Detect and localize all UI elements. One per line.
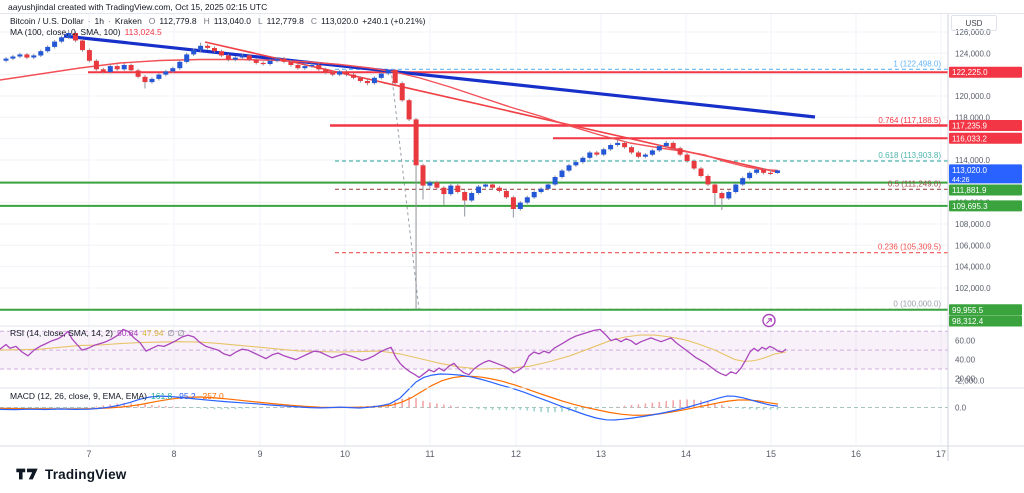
svg-text:0.236 (105,309.5): 0.236 (105,309.5) [878,243,941,252]
svg-text:10: 10 [340,449,350,459]
rsi-legend[interactable]: RSI (14, close, SMA, 14, 2) 50.84 47.94 … [10,328,185,339]
rsi-band [0,330,948,370]
svg-text:118,000.0: 118,000.0 [955,113,991,122]
rsi-value: 50.84 [116,328,139,338]
price-scale-currency[interactable]: USD [951,15,997,31]
svg-text:17: 17 [936,449,946,459]
horizontal-level-lines[interactable] [0,71,948,311]
interval-label: 1h [94,16,105,26]
ma-label: MA (100, close, 0, SMA, 100) [10,27,121,37]
rsi-sma-value: 47.94 [142,328,164,338]
ma-legend[interactable]: MA (100, close, 0, SMA, 100) 113,024.5 [10,27,162,37]
macd-signal-value: -257.0 [199,391,224,401]
svg-text:7: 7 [86,449,91,459]
svg-text:120,000.0: 120,000.0 [955,92,991,101]
svg-text:40.00: 40.00 [955,356,976,365]
svg-text:0.618 (113,903.8): 0.618 (113,903.8) [878,151,941,160]
macd-label: MACD (12, 26, close, 9, EMA, EMA) [10,391,147,401]
symbol-name: Bitcoin / U.S. Dollar [10,16,84,26]
svg-text:0.0: 0.0 [955,404,967,413]
high-value: 113,040.0 [213,16,251,26]
svg-text:15: 15 [766,449,776,459]
macd-series [0,373,948,421]
svg-text:104,000.0: 104,000.0 [955,263,991,272]
svg-text:109,695.3: 109,695.3 [952,202,988,211]
svg-text:0 (100,000.0): 0 (100,000.0) [893,299,941,308]
svg-text:8: 8 [171,449,176,459]
tradingview-logo-icon [16,466,38,482]
svg-text:122,225.0: 122,225.0 [952,68,988,77]
low-value: 112,779.8 [266,16,304,26]
svg-text:114,000.0: 114,000.0 [955,156,991,165]
attribution-text: aayushjindal created with TradingView.co… [8,2,268,12]
rsi-empty-values: ∅ ∅ [167,328,185,338]
brand-text: TradingView [45,466,127,482]
legend-separator: · [87,16,91,26]
price-scale[interactable]: 126,000.0 124,000.0 120,000.0 118,000.0 114,… [955,28,991,413]
macd-legend[interactable]: MACD (12, 26, close, 9, EMA, EMA) 161.8 … [10,391,224,401]
macd-line-value: -95.2 [176,391,196,401]
open-letter: O [148,16,156,26]
svg-text:124,000.0: 124,000.0 [955,49,991,58]
time-axis[interactable]: 7 8 9 10 11 12 13 14 15 16 17 [86,449,946,459]
symbol-legend[interactable]: Bitcoin / U.S. Dollar · 1h · Kraken O 112… [10,16,426,26]
svg-text:9: 9 [257,449,262,459]
fib-retracement-levels[interactable] [335,68,948,310]
major-blue-trendline[interactable] [63,34,816,119]
candles-layer [3,29,780,310]
ma-100-line [0,58,779,172]
pane-marker-icon[interactable] [762,313,776,328]
close-letter: C [310,16,317,26]
tradingview-brand[interactable]: TradingView [16,466,126,482]
svg-text:0.764 (117,188.5): 0.764 (117,188.5) [878,116,941,125]
svg-text:-2,000.0: -2,000.0 [955,377,985,386]
svg-text:108,000.0: 108,000.0 [955,220,991,229]
svg-text:106,000.0: 106,000.0 [955,241,991,250]
svg-text:12: 12 [511,449,521,459]
open-value: 112,779.8 [159,16,197,26]
svg-text:16: 16 [851,449,861,459]
rsi-label: RSI (14, close, SMA, 14, 2) [10,328,113,338]
svg-text:116,033.2: 116,033.2 [952,134,988,143]
svg-text:20.00: 20.00 [955,374,976,383]
svg-text:0.5 (111,249.0): 0.5 (111,249.0) [888,179,941,188]
svg-text:11: 11 [425,449,434,459]
close-value: 113,020.0 [321,16,359,26]
svg-text:1 (122,498.0): 1 (122,498.0) [893,59,941,68]
high-letter: H [203,16,210,26]
change-value: +240.1 (+0.21%) [362,16,426,26]
svg-text:117,235.9: 117,235.9 [952,122,988,131]
svg-text:102,000.0: 102,000.0 [955,284,991,293]
pane-separators[interactable] [0,13,1024,462]
macd-hist-value: 161.8 [150,391,173,401]
legend-separator: · [108,16,111,26]
svg-text:111,881.9: 111,881.9 [952,186,987,195]
svg-text:14: 14 [681,449,691,459]
svg-text:99,955.5: 99,955.5 [952,306,984,315]
price-label-chips: 122,225.0 117,235.9 116,033.2 113,020.0 44:2… [949,66,1022,327]
low-letter: L [257,16,263,26]
fib-level-labels: 1 (122,498.0) 0.764 (117,188.5) 0.618 (113… [878,59,942,308]
svg-text:60.00: 60.00 [955,337,976,346]
svg-text:98,312.4: 98,312.4 [952,317,984,326]
exchange-label: Kraken [114,16,142,26]
svg-text:13: 13 [596,449,606,459]
svg-text:126,000.0: 126,000.0 [955,28,991,37]
svg-text:44:26: 44:26 [952,177,970,184]
ma-value: 113,024.5 [124,27,162,37]
rsi-series [0,328,787,379]
svg-text:113,020.0: 113,020.0 [952,166,988,175]
